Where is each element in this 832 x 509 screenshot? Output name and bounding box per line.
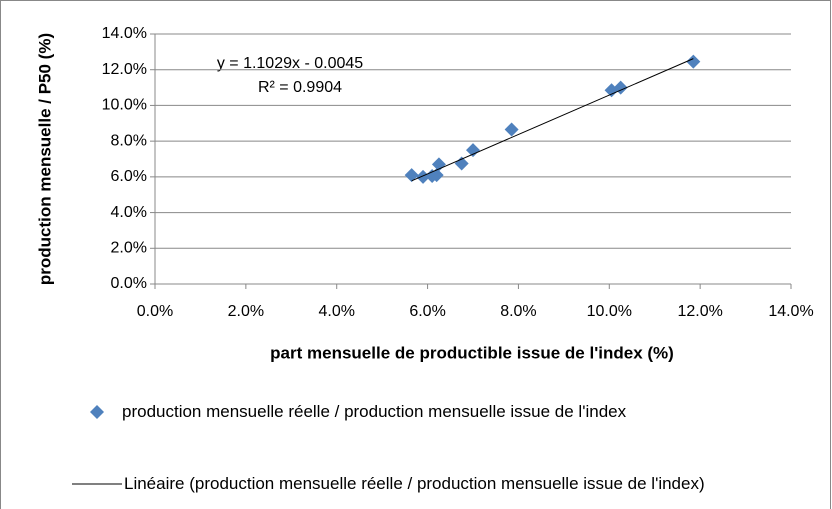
y-axis-label: production mensuelle / P50 (%) [35, 33, 54, 285]
x-tick-label: 4.0% [318, 303, 354, 320]
point [504, 122, 519, 137]
x-tick-label: 2.0% [228, 303, 264, 320]
legend-marker [90, 405, 104, 419]
trendline [411, 58, 694, 182]
y-tick-label: 0.0% [111, 275, 147, 292]
y-tick-label: 8.0% [111, 132, 147, 149]
x-tick-label: 14.0% [768, 303, 813, 320]
point [466, 143, 480, 158]
x-tick-label: 12.0% [677, 303, 722, 320]
y-tick-label: 14.0% [102, 25, 147, 42]
y-tick-label: 12.0% [102, 61, 147, 78]
y-tick-label: 2.0% [111, 240, 147, 257]
x-axis-label: part mensuelle de productible issue de l… [270, 343, 674, 362]
point [416, 169, 431, 184]
x-tick-label: 0.0% [137, 303, 173, 320]
r-squared: R² = 0.9904 [258, 79, 342, 96]
y-tick-label: 10.0% [102, 97, 147, 114]
x-tick-label: 10.0% [587, 303, 632, 320]
y-tick-label: 4.0% [111, 204, 147, 221]
legend-label: production mensuelle réelle / production… [122, 402, 627, 421]
x-tick-label: 6.0% [409, 303, 445, 320]
point [454, 156, 469, 171]
point [404, 168, 419, 183]
point [613, 80, 628, 95]
point [686, 54, 701, 69]
equation: y = 1.1029x - 0.0045 [217, 55, 363, 72]
legend-label: Linéaire (production mensuelle réelle / … [124, 474, 705, 493]
x-tick-label: 8.0% [500, 303, 536, 320]
y-tick-label: 6.0% [111, 168, 147, 185]
